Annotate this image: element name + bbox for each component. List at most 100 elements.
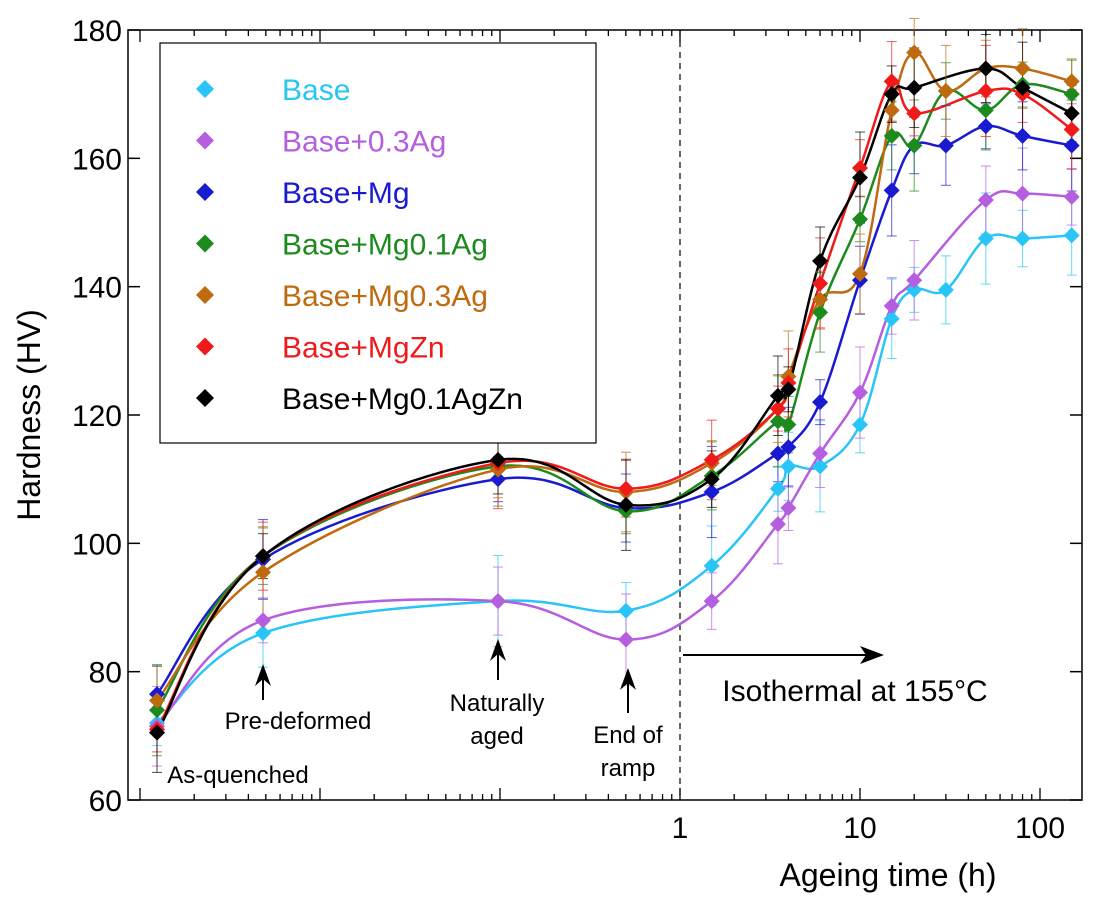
y-tick-labels: 60 80 100 120 140 160 180 — [72, 15, 122, 818]
legend-marker — [196, 286, 214, 304]
data-point — [490, 471, 506, 488]
x-tick-label: 100 — [1015, 812, 1065, 845]
data-point — [255, 564, 271, 581]
data-point — [618, 480, 634, 497]
data-point — [906, 44, 923, 61]
data-point — [977, 192, 994, 209]
y-tick-label: 80 — [89, 657, 122, 690]
data-point — [937, 137, 954, 154]
data-point — [812, 275, 829, 292]
data-point — [703, 451, 720, 468]
legend-label: Base+Mg0.1Ag — [282, 229, 488, 262]
data-point — [1014, 79, 1031, 96]
legend-marker — [196, 337, 214, 356]
data-point — [703, 471, 720, 488]
data-point — [852, 159, 868, 176]
data-point — [618, 602, 634, 619]
label-isothermal: Isothermal at 155°C — [722, 675, 987, 708]
arrow-isothermal-head — [860, 646, 884, 664]
data-point — [769, 445, 786, 462]
label-naturally-aged-1: Naturally — [450, 690, 545, 717]
legend-label: Base+Mg0.1AgZn — [282, 383, 523, 416]
data-point — [812, 291, 829, 308]
x-tick-labels: 1 10 100 — [672, 812, 1065, 845]
data-point — [255, 625, 271, 642]
data-point — [255, 612, 271, 629]
data-point — [852, 384, 868, 401]
data-point — [769, 516, 786, 533]
annotation-arrows — [255, 639, 884, 713]
data-point — [906, 105, 923, 122]
data-point — [812, 253, 829, 269]
data-point — [1014, 60, 1031, 77]
data-point — [780, 500, 797, 517]
data-point — [769, 387, 786, 404]
data-point — [977, 82, 994, 99]
y-tick-label: 140 — [72, 272, 122, 305]
data-point — [1014, 230, 1031, 247]
data-point — [703, 484, 720, 500]
data-point — [906, 272, 923, 289]
label-pre-deformed: Pre-deformed — [225, 708, 372, 735]
data-point — [906, 137, 923, 154]
data-point — [937, 82, 954, 99]
y-tick-label: 180 — [72, 15, 122, 48]
data-point — [618, 496, 634, 513]
data-point — [883, 73, 900, 90]
data-point — [937, 281, 954, 298]
data-point — [1063, 137, 1080, 154]
data-point — [883, 182, 900, 199]
data-point — [812, 445, 829, 462]
data-point — [769, 480, 786, 497]
data-point — [780, 381, 797, 398]
arrow-naturally-aged-head — [490, 639, 506, 661]
data-point — [780, 416, 797, 433]
data-point — [1063, 73, 1080, 90]
y-tick-label: 160 — [72, 143, 122, 176]
legend-marker — [196, 131, 214, 150]
legend: Base Base+0.3Ag Base+Mg Base+Mg0.1Ag Base+Mg… — [159, 42, 597, 444]
legend-marker — [196, 234, 214, 253]
data-point — [852, 416, 868, 433]
legend-marker — [196, 183, 214, 201]
data-point — [1063, 105, 1080, 122]
x-tick-label: 10 — [843, 812, 876, 845]
data-point — [852, 211, 868, 228]
legend-label: Base+Mg0.3Ag — [282, 280, 488, 313]
legend-label: Base+MgZn — [282, 332, 445, 365]
data-point — [906, 281, 923, 298]
label-end-of-ramp-1: End of — [593, 722, 663, 749]
data-point — [618, 631, 634, 648]
x-axis-title: Ageing time (h) — [780, 857, 997, 893]
data-point — [1014, 185, 1031, 202]
data-point — [812, 304, 829, 321]
data-point — [977, 118, 994, 135]
data-point — [149, 724, 165, 741]
legend-label: Base — [282, 74, 350, 107]
data-point — [883, 102, 900, 119]
data-point — [977, 230, 994, 247]
data-point — [780, 439, 797, 456]
data-point — [883, 310, 900, 327]
legend-label: Base+0.3Ag — [282, 126, 446, 159]
legend-box — [159, 42, 597, 444]
data-point — [1063, 86, 1080, 103]
arrow-pre-deformed-head — [255, 664, 271, 686]
data-point — [812, 458, 829, 475]
data-point — [780, 458, 797, 475]
data-point — [977, 102, 994, 119]
label-naturally-aged-2: aged — [470, 723, 523, 750]
data-point — [1063, 188, 1080, 205]
data-point — [149, 702, 165, 719]
arrow-end-of-ramp-head — [620, 668, 636, 690]
data-point — [1063, 227, 1080, 244]
data-point — [769, 400, 786, 417]
label-as-quenched: As-quenched — [167, 762, 308, 789]
fit-curve-1 — [156, 189, 1072, 728]
y-tick-label: 60 — [89, 785, 122, 818]
y-axis-title: Hardness (HV) — [11, 309, 47, 521]
data-point — [490, 451, 506, 468]
data-point — [906, 79, 923, 96]
label-end-of-ramp-2: ramp — [601, 755, 656, 782]
